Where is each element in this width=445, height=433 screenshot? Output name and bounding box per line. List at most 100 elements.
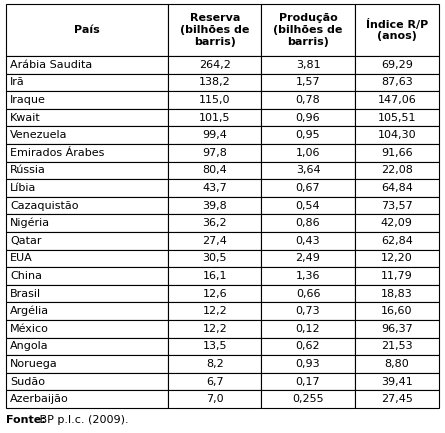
Bar (6, 91, 168, 109)
Bar (262, 214, 355, 232)
Text: 27,45: 27,45 (381, 394, 413, 404)
Bar (168, 74, 262, 91)
Bar (6, 74, 168, 91)
Bar (262, 355, 355, 373)
Bar (6, 285, 168, 302)
Text: Sudão: Sudão (10, 377, 45, 387)
Bar (355, 355, 439, 373)
Text: 69,29: 69,29 (381, 60, 413, 70)
Text: 12,6: 12,6 (202, 289, 227, 299)
Bar (355, 56, 439, 74)
Text: 0,93: 0,93 (296, 359, 320, 369)
Text: 8,80: 8,80 (384, 359, 409, 369)
Bar (355, 162, 439, 179)
Bar (6, 373, 168, 391)
Bar (168, 109, 262, 126)
Text: Nigéria: Nigéria (10, 218, 50, 229)
Text: 3,81: 3,81 (296, 60, 320, 70)
Bar (355, 109, 439, 126)
Bar (262, 249, 355, 267)
Text: Angola: Angola (10, 341, 49, 352)
Text: Rússia: Rússia (10, 165, 46, 175)
Bar (6, 338, 168, 355)
Text: Venezuela: Venezuela (10, 130, 68, 140)
Bar (6, 179, 168, 197)
Bar (355, 285, 439, 302)
Bar (262, 91, 355, 109)
Bar (355, 232, 439, 249)
Text: 0,67: 0,67 (296, 183, 320, 193)
Bar (168, 249, 262, 267)
Bar (6, 249, 168, 267)
Bar (262, 4, 355, 56)
Text: 101,5: 101,5 (199, 113, 231, 123)
Text: Cazaquistão: Cazaquistão (10, 200, 78, 210)
Bar (355, 179, 439, 197)
Bar (355, 249, 439, 267)
Bar (355, 302, 439, 320)
Bar (6, 214, 168, 232)
Bar (6, 56, 168, 74)
Text: Kwait: Kwait (10, 113, 41, 123)
Bar (262, 109, 355, 126)
Bar (168, 232, 262, 249)
Text: 22,08: 22,08 (381, 165, 413, 175)
Text: 0,73: 0,73 (296, 306, 320, 316)
Text: 138,2: 138,2 (199, 78, 231, 87)
Text: Noruega: Noruega (10, 359, 58, 369)
Text: 1,36: 1,36 (296, 271, 320, 281)
Bar (355, 373, 439, 391)
Bar (6, 126, 168, 144)
Bar (168, 144, 262, 162)
Text: 16,1: 16,1 (202, 271, 227, 281)
Text: 96,37: 96,37 (381, 324, 413, 334)
Text: Reserva
(bilhões de
barris): Reserva (bilhões de barris) (180, 13, 250, 47)
Text: 91,66: 91,66 (381, 148, 413, 158)
Bar (168, 338, 262, 355)
Bar (168, 162, 262, 179)
Text: 12,2: 12,2 (202, 306, 227, 316)
Text: 12,20: 12,20 (381, 253, 413, 263)
Bar (355, 126, 439, 144)
Text: 1,57: 1,57 (296, 78, 320, 87)
Text: Líbia: Líbia (10, 183, 36, 193)
Bar (6, 267, 168, 285)
Bar (262, 126, 355, 144)
Text: 2,49: 2,49 (295, 253, 320, 263)
Text: Azerbaijão: Azerbaijão (10, 394, 69, 404)
Bar (262, 197, 355, 214)
Text: 99,4: 99,4 (202, 130, 227, 140)
Text: 0,96: 0,96 (296, 113, 320, 123)
Text: País: País (74, 25, 100, 35)
Text: 36,2: 36,2 (202, 218, 227, 228)
Bar (168, 4, 262, 56)
Bar (168, 197, 262, 214)
Bar (168, 56, 262, 74)
Text: 12,2: 12,2 (202, 324, 227, 334)
Text: Argélia: Argélia (10, 306, 49, 317)
Text: 64,84: 64,84 (381, 183, 413, 193)
Text: Índice R/P
(anos): Índice R/P (anos) (366, 19, 428, 41)
Text: BP p.l.c. (2009).: BP p.l.c. (2009). (36, 415, 129, 425)
Text: 7,0: 7,0 (206, 394, 224, 404)
Bar (6, 355, 168, 373)
Text: 3,64: 3,64 (296, 165, 320, 175)
Bar (6, 391, 168, 408)
Bar (6, 320, 168, 338)
Text: 104,30: 104,30 (377, 130, 416, 140)
Text: 0,78: 0,78 (295, 95, 320, 105)
Bar (168, 126, 262, 144)
Text: 62,84: 62,84 (381, 236, 413, 246)
Bar (262, 391, 355, 408)
Bar (355, 214, 439, 232)
Text: Irã: Irã (10, 78, 25, 87)
Text: 105,51: 105,51 (377, 113, 416, 123)
Bar (355, 91, 439, 109)
Bar (168, 320, 262, 338)
Text: 0,255: 0,255 (292, 394, 324, 404)
Bar (6, 232, 168, 249)
Text: 43,7: 43,7 (202, 183, 227, 193)
Text: 0,43: 0,43 (296, 236, 320, 246)
Text: 1,06: 1,06 (296, 148, 320, 158)
Text: Emirados Árabes: Emirados Árabes (10, 148, 105, 158)
